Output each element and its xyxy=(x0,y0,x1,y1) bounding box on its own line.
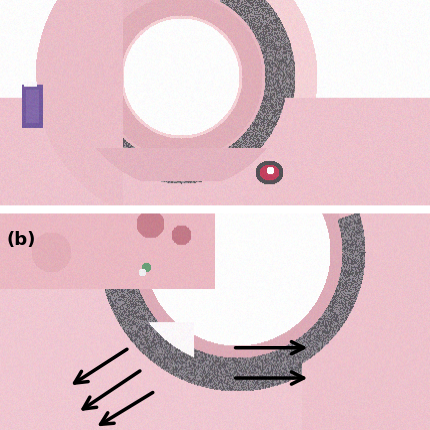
Text: (b): (b) xyxy=(7,230,36,248)
